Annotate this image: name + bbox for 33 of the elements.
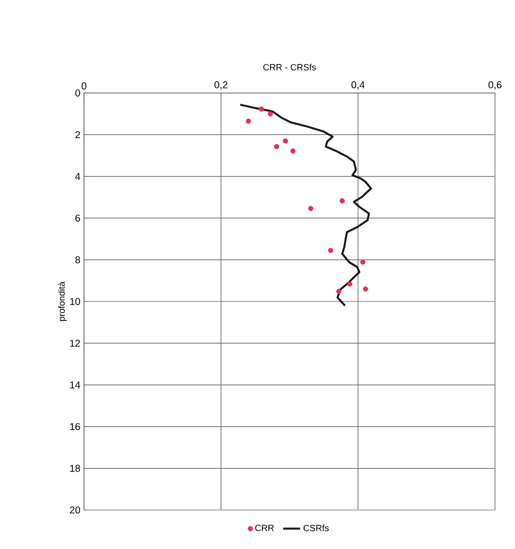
- y-tick-label: 14: [70, 381, 80, 388]
- point: [308, 206, 314, 212]
- point: [290, 148, 296, 154]
- y-tick-label: 6: [75, 214, 80, 222]
- y-tick-label: 20: [70, 506, 80, 514]
- legend-label: CSRfs: [304, 524, 329, 532]
- y-tick-label: 8: [75, 256, 80, 264]
- x-axis-title: CRR - CRSfs: [263, 64, 316, 70]
- point: [268, 111, 273, 116]
- x-tick-label: 0,2: [214, 81, 228, 90]
- y-tick-label: 16: [70, 423, 80, 430]
- point: [336, 288, 342, 294]
- point: [362, 286, 368, 292]
- point: [347, 281, 352, 287]
- x-tick-label: 0: [82, 82, 86, 90]
- point: [246, 118, 251, 124]
- point: [340, 198, 345, 204]
- point: [328, 248, 334, 254]
- y-tick-label: 0: [75, 89, 80, 97]
- y-tick-label: 4: [75, 172, 80, 180]
- legend-label: CRR: [255, 524, 274, 532]
- point: [360, 260, 366, 265]
- y-tick-label: 2: [75, 131, 80, 138]
- y-tick-label: 10: [70, 298, 80, 306]
- point: [274, 144, 280, 150]
- y-tick-label: 12: [70, 340, 80, 347]
- line-series: [239, 104, 372, 307]
- point: [282, 138, 288, 144]
- point: [258, 106, 264, 112]
- x-tick-label: 0,6: [488, 81, 502, 90]
- y-tick-label: 18: [70, 464, 80, 472]
- x-tick-label: 0,4: [351, 81, 365, 90]
- y-axis-title: profondità: [58, 282, 67, 321]
